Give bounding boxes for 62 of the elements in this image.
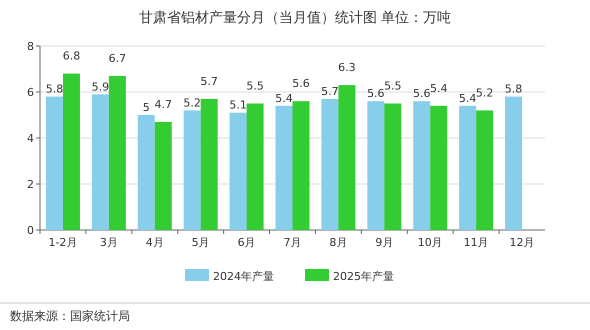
bar — [321, 98, 338, 230]
bar — [108, 76, 126, 230]
data-label: 5.7 — [321, 84, 339, 98]
x-tick-label: 8月 — [329, 236, 348, 249]
data-label: 4.7 — [154, 98, 172, 111]
data-label: 5.2 — [476, 86, 494, 100]
data-label: 5.4 — [458, 92, 476, 105]
bar — [200, 98, 218, 230]
x-tick-label: 6月 — [238, 236, 256, 249]
bar — [184, 110, 201, 230]
data-label: 5.5 — [246, 80, 264, 92]
data-label: 5.6 — [292, 77, 310, 90]
y-tick-label: 2 — [27, 178, 34, 191]
x-tick-label: 5月 — [192, 236, 210, 249]
x-tick-label: 7月 — [284, 236, 302, 249]
bar — [338, 85, 356, 230]
data-label: 6.8 — [62, 50, 80, 63]
bar — [476, 110, 494, 230]
bar — [384, 104, 402, 230]
y-tick-label: 0 — [27, 224, 34, 237]
bar — [367, 101, 384, 230]
x-tick-label: 11月 — [464, 236, 489, 249]
bar — [505, 96, 522, 230]
data-label: 5 — [142, 101, 150, 114]
x-tick-label: 1-2月 — [48, 236, 78, 249]
x-tick-label: 9月 — [375, 236, 394, 249]
y-tick-label: 4 — [27, 132, 34, 145]
data-label: 5.4 — [275, 92, 293, 105]
bar — [230, 112, 247, 230]
source-note: 数据来源：国家统计局 — [10, 309, 130, 323]
data-label: 5.1 — [229, 98, 247, 112]
x-tick-label: 4月 — [146, 236, 164, 249]
data-label: 6.7 — [108, 52, 126, 65]
legend-label: 2024年产量 — [213, 270, 274, 283]
data-label: 5.6 — [367, 87, 385, 100]
bar — [92, 94, 109, 230]
bar — [46, 96, 63, 230]
bar — [154, 122, 172, 230]
bar — [62, 74, 80, 230]
bar — [138, 115, 155, 230]
data-label: 5.6 — [412, 87, 430, 100]
data-label: 5.5 — [384, 80, 402, 92]
bar — [276, 106, 292, 230]
data-label: 5.7 — [200, 74, 218, 88]
bar — [292, 101, 310, 230]
y-tick-label: 8 — [27, 40, 34, 53]
x-tick-label: 12月 — [510, 236, 535, 249]
legend-label: 2025年产量 — [333, 270, 394, 283]
bar — [430, 106, 448, 230]
data-label: 5.8 — [504, 82, 522, 96]
bar — [246, 104, 264, 230]
data-label: 6.3 — [338, 61, 356, 74]
data-label: 5.9 — [92, 80, 110, 94]
data-label: 5.2 — [183, 96, 201, 110]
x-tick-label: 10月 — [418, 236, 443, 249]
data-label: 5.4 — [430, 82, 448, 95]
data-label: 5.8 — [46, 82, 64, 96]
y-tick-label: 6 — [27, 86, 34, 99]
bar — [413, 101, 430, 230]
chart-title: 甘肃省铝材产量分月（当月值）统计图 单位：万吨 — [138, 10, 452, 26]
x-tick-label: 3月 — [100, 236, 118, 249]
bar — [459, 106, 476, 230]
